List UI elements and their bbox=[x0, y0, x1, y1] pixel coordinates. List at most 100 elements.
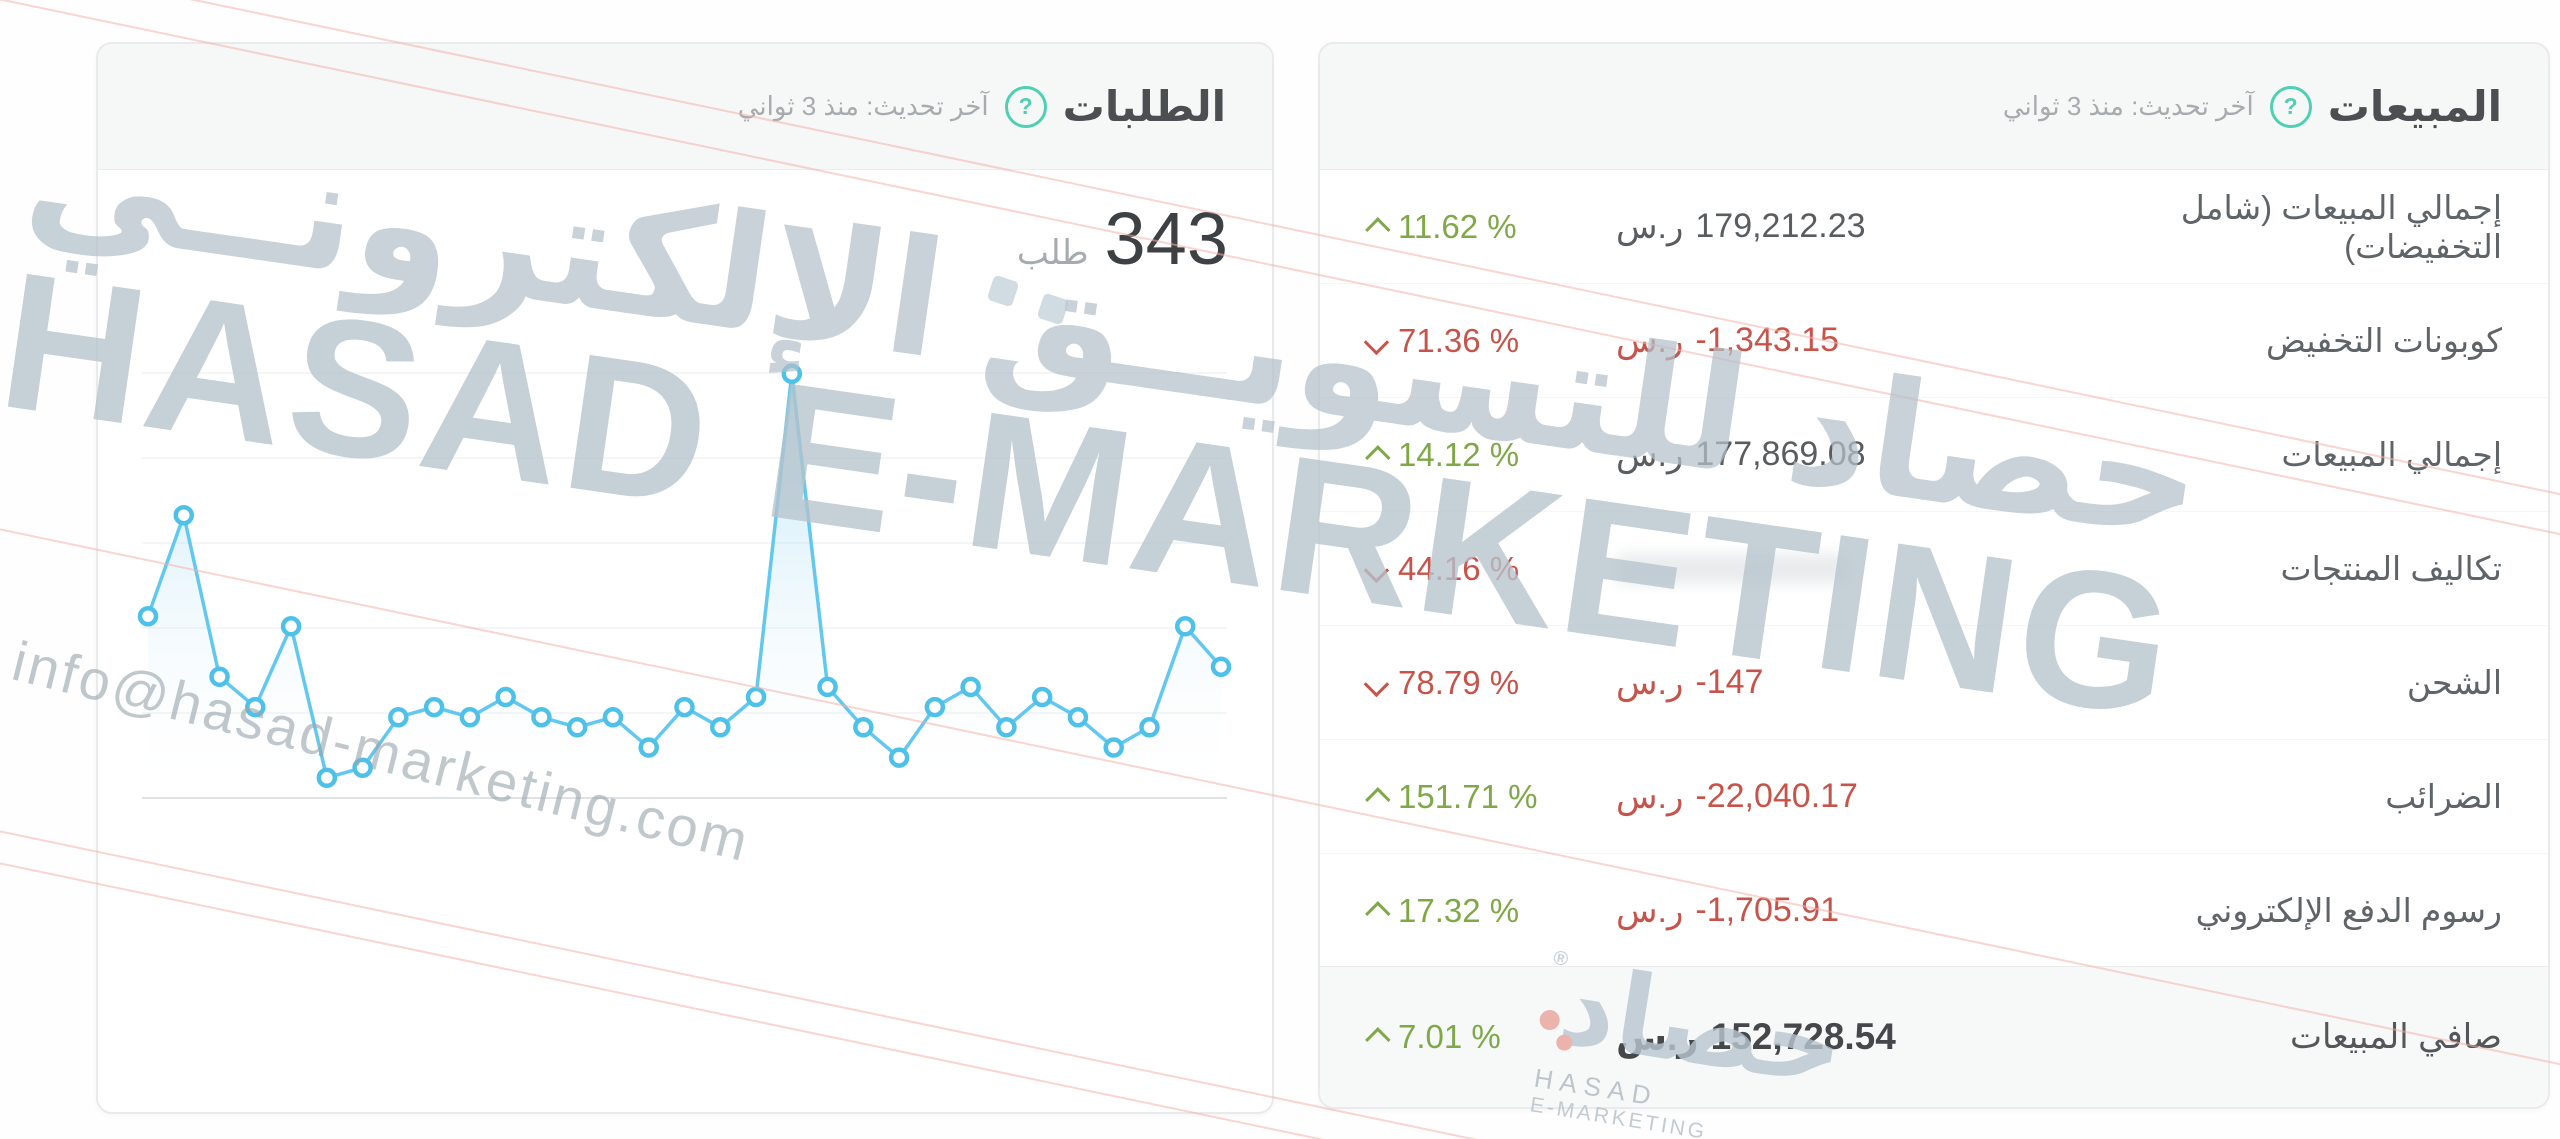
amount-value: 179,212.23 bbox=[1695, 207, 1866, 245]
chevron-up-icon bbox=[1365, 786, 1391, 813]
percent-value: 7.01 % bbox=[1398, 1018, 1501, 1055]
sales-row-value: -22,040.17 ر.س bbox=[1616, 777, 2096, 817]
amount-value: -1,705.91 bbox=[1695, 891, 1840, 929]
sales-row-value: -1,343.15 ر.س bbox=[1616, 321, 2096, 361]
orders-total: 343 طلب bbox=[1017, 202, 1228, 276]
chart-data-point bbox=[280, 616, 302, 637]
sales-row-label: الشحن bbox=[2406, 664, 2502, 701]
amount-value: -22,040.17 bbox=[1695, 777, 1858, 815]
sales-card-header: المبيعات ? آخر تحديث: منذ 3 ثواني bbox=[1320, 44, 2548, 170]
currency-label: ر.س bbox=[1616, 435, 1684, 474]
orders-line-chart bbox=[137, 363, 1232, 799]
chart-data-point bbox=[316, 767, 338, 789]
sales-row-percent: 151.71 % bbox=[1365, 777, 1616, 816]
chart-data-point bbox=[531, 706, 552, 728]
sales-row-label: تكاليف المنتجات bbox=[2280, 550, 2502, 587]
sales-row-percent: 11.62 % bbox=[1365, 207, 1616, 246]
chart-data-point bbox=[1103, 737, 1124, 758]
chevron-up-icon bbox=[1365, 444, 1391, 471]
chart-data-point bbox=[996, 717, 1017, 738]
chart-data-point bbox=[853, 717, 874, 738]
chart-data-point bbox=[352, 757, 373, 778]
orders-card: الطلبات ? آخر تحديث: منذ 3 ثواني 343 طلب bbox=[96, 42, 1274, 1114]
sales-row-value: -1,705.91 ر.س bbox=[1616, 891, 2096, 931]
sales-row-label: إجمالي المبيعات (شامل التخفيضات) bbox=[2180, 188, 2502, 265]
sales-row: الضرائب -22,040.17 ر.س 151.71 % bbox=[1320, 740, 2548, 854]
sales-row-percent: 71.36 % bbox=[1363, 321, 1616, 360]
chart-data-point bbox=[888, 747, 910, 768]
sales-title: المبيعات bbox=[2327, 83, 2502, 130]
sales-footer-row: صافي المبيعات 152,728.54 ر.س 7.01 % bbox=[1320, 966, 2548, 1107]
chart-data-point bbox=[495, 686, 516, 708]
sales-row-label: الضرائب bbox=[2385, 778, 2502, 815]
chart-data-point bbox=[710, 717, 731, 738]
net-sales-amount: 152,728.54 bbox=[1710, 1016, 1896, 1057]
chart-data-point bbox=[209, 666, 230, 688]
sales-card: المبيعات ? آخر تحديث: منذ 3 ثواني إجمالي… bbox=[1318, 42, 2550, 1109]
percent-value: 151.71 % bbox=[1398, 777, 1538, 815]
currency-label: ر.س bbox=[1616, 777, 1684, 816]
percent-value: 44.16 % bbox=[1398, 549, 1520, 587]
chart-data-point bbox=[245, 696, 266, 718]
sales-row: كوبونات التخفيض -1,343.15 ر.س 71.36 % bbox=[1320, 284, 2548, 398]
sales-row: إجمالي المبيعات 177,869.08 ر.س 14.12 % bbox=[1320, 398, 2548, 512]
chevron-up-icon bbox=[1365, 1027, 1391, 1053]
redacted-value-blur bbox=[1616, 553, 1851, 584]
percent-value: 71.36 % bbox=[1398, 321, 1520, 359]
orders-card-header: الطلبات ? آخر تحديث: منذ 3 ثواني bbox=[98, 44, 1272, 170]
sales-row-value: -147 ر.س bbox=[1616, 663, 2096, 703]
currency-label: ر.س bbox=[1616, 321, 1684, 360]
chart-data-point bbox=[388, 706, 409, 728]
amount-value: -147 bbox=[1695, 663, 1764, 701]
sales-row-value: 179,212.23 ر.س bbox=[1616, 207, 2096, 247]
question-mark-icon[interactable]: ? bbox=[2269, 85, 2312, 128]
chart-data-point bbox=[817, 676, 838, 698]
chevron-up-icon bbox=[1365, 900, 1391, 927]
chevron-down-icon bbox=[1363, 329, 1390, 355]
chart-data-point bbox=[960, 676, 981, 698]
amount-value: 177,869.08 bbox=[1695, 435, 1866, 473]
chart-data-point bbox=[1174, 616, 1196, 637]
currency-label: ر.س bbox=[1616, 1016, 1699, 1058]
sales-row-percent: 78.79 % bbox=[1363, 664, 1616, 702]
chevron-down-icon bbox=[1363, 671, 1390, 697]
chart-data-point bbox=[781, 363, 803, 385]
orders-title: الطلبات bbox=[1062, 83, 1226, 130]
chart-data-point bbox=[566, 717, 588, 738]
currency-label: ر.س bbox=[1616, 891, 1684, 930]
chart-data-point bbox=[674, 696, 695, 718]
sales-row-value: 152,728.54 ر.س bbox=[1616, 1016, 2096, 1059]
chart-data-point bbox=[423, 696, 445, 718]
sales-row-label: رسوم الدفع الإلكتروني bbox=[2195, 892, 2502, 929]
chevron-down-icon bbox=[1363, 557, 1390, 583]
currency-label: ر.س bbox=[1616, 207, 1684, 246]
sales-row: الشحن -147 ر.س 78.79 % bbox=[1320, 626, 2548, 740]
chart-data-point bbox=[459, 706, 481, 728]
sales-row-label: إجمالي المبيعات bbox=[2281, 436, 2502, 473]
sales-rows: إجمالي المبيعات (شامل التخفيضات) 179,212.… bbox=[1320, 170, 2548, 967]
chart-data-point bbox=[602, 706, 624, 728]
chevron-up-icon bbox=[1365, 216, 1391, 243]
sales-row-value: 177,869.08 ر.س bbox=[1616, 435, 2096, 475]
sales-row-value bbox=[1616, 553, 2096, 584]
sales-row: إجمالي المبيعات (شامل التخفيضات) 179,212.… bbox=[1320, 170, 2548, 284]
sales-last-update: آخر تحديث: منذ 3 ثواني bbox=[2002, 91, 2254, 121]
chart-data-point bbox=[1139, 717, 1160, 738]
sales-row-percent: 7.01 % bbox=[1365, 1018, 1616, 1056]
chart-data-point bbox=[137, 605, 159, 627]
chart-data-point bbox=[1067, 706, 1089, 728]
percent-value: 17.32 % bbox=[1398, 891, 1520, 929]
chart-data-point bbox=[1031, 686, 1053, 708]
question-mark-icon[interactable]: ? bbox=[1004, 85, 1047, 128]
chart-data-point bbox=[745, 686, 767, 708]
sales-row-percent: 14.12 % bbox=[1365, 436, 1616, 474]
sales-row-label: صافي المبيعات bbox=[2289, 1018, 2502, 1056]
chart-data-point bbox=[1210, 656, 1232, 677]
sales-row: رسوم الدفع الإلكتروني -1,705.91 ر.س 17.32 % bbox=[1320, 854, 2548, 967]
orders-total-unit: طلب bbox=[1016, 234, 1089, 272]
percent-value: 11.62 % bbox=[1398, 207, 1517, 245]
sales-row: تكاليف المنتجات 44.16 % bbox=[1320, 512, 2548, 626]
chart-data-point bbox=[638, 737, 659, 758]
orders-last-update: آخر تحديث: منذ 3 ثواني bbox=[737, 91, 989, 121]
sales-row-label: كوبونات التخفيض bbox=[2265, 322, 2502, 359]
